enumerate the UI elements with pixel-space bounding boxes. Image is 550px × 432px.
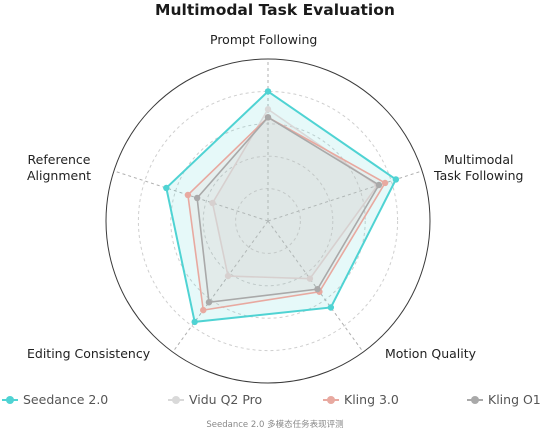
legend-item-kling-o1: Kling O1 [467,392,541,407]
series-point-vidu-q2-pro-1 [264,106,272,113]
legend-item-seedance-2-0: Seedance 2.0 [2,392,108,407]
series-area-kling-3-0 [187,116,387,312]
series-area-seedance-2-0 [165,90,398,324]
legend-item-vidu-q2-pro: Vidu Q2 Pro [168,392,262,407]
radar-spoke-5 [113,170,269,222]
series-seedance-2-0 [163,88,400,326]
legend-label: Seedance 2.0 [23,392,109,407]
series-point-seedance-2-0-4 [191,318,198,326]
series-point-kling-o1-2 [375,181,383,189]
legend-marker-icon [2,395,18,405]
series-point-seedance-2-0-5 [163,184,170,192]
series-point-seedance-2-0-2 [392,176,400,183]
legend-label: Kling O1 [488,392,541,407]
axis-label-reference-alignment: Reference Alignment [27,152,92,183]
radar-outer-ring [105,58,431,384]
legend-label: Vidu Q2 Pro [189,392,263,407]
chart-legend: Seedance 2.0 Vidu Q2 Pro Kling 3.0 Kling… [0,392,550,414]
series-point-kling-o1-1 [264,114,272,121]
series-point-vidu-q2-pro-4 [224,272,232,280]
series-point-kling-o1-4 [205,299,213,306]
legend-marker-icon [323,395,339,405]
series-point-vidu-q2-pro-3 [306,275,314,282]
radar-series [163,88,400,326]
axis-label-motion-quality: Motion Quality [385,346,477,361]
radar-chart [105,58,431,384]
radar-grid-ring-4 [137,90,399,352]
chart-title: Multimodal Task Evaluation [155,1,395,19]
legend-label: Kling 3.0 [344,392,399,407]
figure-caption: Seedance 2.0 多模态任务表现评测 [206,420,344,430]
series-point-seedance-2-0-1 [264,88,272,95]
radar-spoke-3 [267,220,364,353]
series-point-kling-3-0-5 [184,191,192,199]
series-point-kling-3-0-4 [200,306,207,314]
legend-item-kling-3-0: Kling 3.0 [323,392,399,407]
legend-marker-icon [168,395,184,405]
series-area-kling-o1 [196,116,381,304]
radar-spoke-4 [172,220,269,353]
series-point-vidu-q2-pro-5 [209,199,216,207]
series-point-kling-3-0-2 [381,179,389,187]
axis-label-multimodal-task-following: Multimodal Task Following [434,152,524,183]
radar-grid-ring-2 [202,155,334,287]
axis-label-editing-consistency: Editing Consistency [27,346,151,361]
axis-label-prompt-following: Prompt Following [210,32,318,47]
series-point-kling-o1-5 [193,194,201,202]
legend-marker-icon [467,395,483,405]
series-point-seedance-2-0-3 [327,304,335,311]
radar-grid [105,58,431,384]
series-kling-o1 [193,114,383,306]
series-point-kling-o1-3 [314,285,321,293]
